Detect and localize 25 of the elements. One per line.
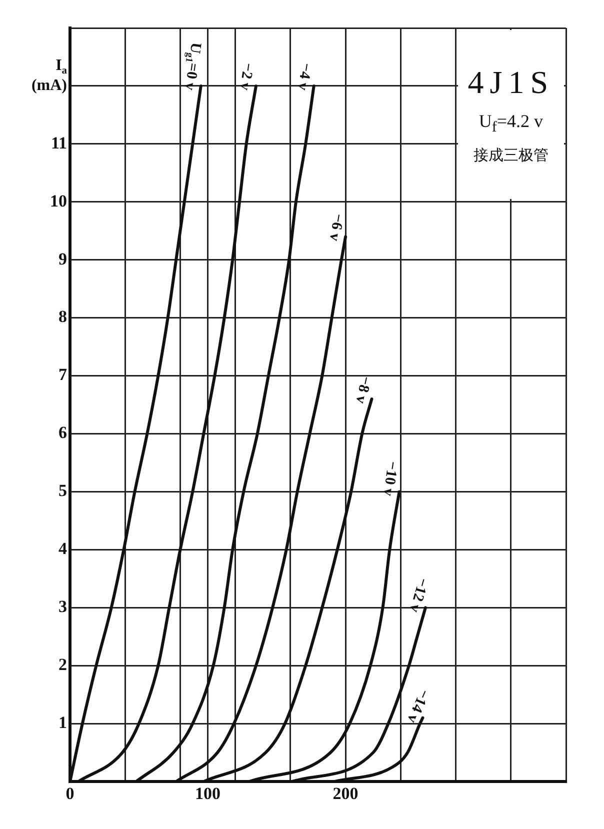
y-tick-label: 4	[58, 539, 68, 558]
x-tick-label: 0	[66, 784, 74, 804]
x-tick-label: 100	[195, 784, 221, 804]
y-tick-label: 3	[58, 597, 67, 616]
y-tick-label: 2	[58, 655, 67, 674]
text: −4 v	[294, 62, 314, 92]
text: −10 v	[379, 460, 400, 498]
y-tick-label: 9	[58, 249, 67, 268]
text: −6 v	[326, 212, 346, 243]
y-tick-label: 7	[58, 365, 68, 384]
text: −2 v	[236, 62, 256, 92]
text: U$_{f}$=4.2 v	[478, 110, 543, 136]
y-tick-label: 6	[58, 423, 67, 442]
text: −12 v	[406, 576, 431, 614]
y-tick-label: 11	[50, 133, 67, 152]
y-tick-label: 8	[58, 307, 67, 326]
text: −14 v	[403, 686, 432, 726]
text: Ug1=0 v	[181, 41, 204, 92]
annotation: 接成三极管	[473, 146, 548, 166]
y-tick-label: 5	[58, 481, 67, 500]
x-tick-label: 200	[332, 784, 358, 804]
text: −8 v	[352, 374, 374, 406]
y-tick-label: 1	[58, 713, 67, 732]
text: 4J1S	[468, 64, 554, 101]
y-tick-label: 10	[50, 191, 67, 210]
